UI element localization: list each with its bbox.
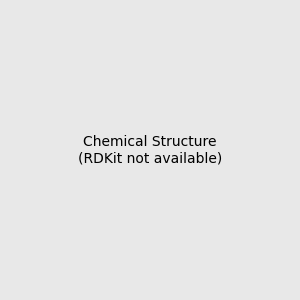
Text: Chemical Structure
(RDKit not available): Chemical Structure (RDKit not available) xyxy=(78,135,222,165)
